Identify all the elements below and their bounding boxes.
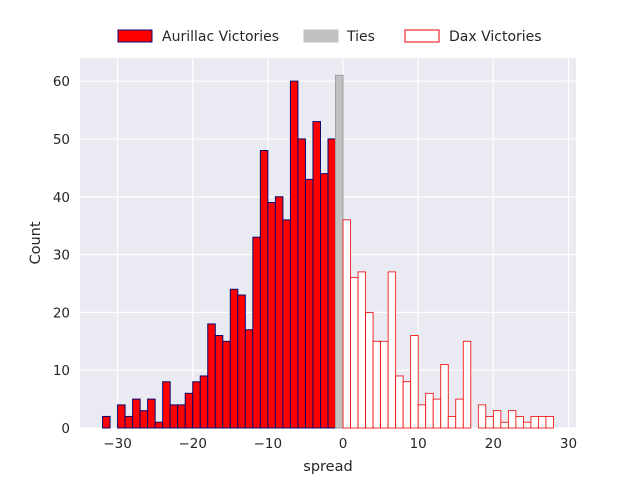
y-tick-label: 50 bbox=[53, 132, 70, 148]
bar-dax bbox=[410, 335, 419, 429]
bar-dax bbox=[387, 271, 397, 429]
bar-aurillac bbox=[222, 340, 231, 429]
y-tick-label: 0 bbox=[61, 421, 70, 437]
bar-aurillac bbox=[252, 236, 261, 429]
bar-dax bbox=[530, 416, 539, 429]
bar-aurillac bbox=[147, 398, 156, 429]
bar-aurillac bbox=[267, 202, 276, 429]
bar-dax bbox=[342, 219, 351, 429]
y-tick-label: 20 bbox=[53, 305, 70, 321]
bar-dax bbox=[545, 416, 554, 429]
bar-aurillac bbox=[162, 381, 171, 429]
bar-aurillac bbox=[319, 173, 329, 429]
bar-aurillac bbox=[312, 121, 321, 429]
y-tick-label: 10 bbox=[53, 363, 70, 379]
bar-aurillac bbox=[327, 138, 337, 429]
x-tick-label: −30 bbox=[103, 436, 132, 452]
bar-dax bbox=[455, 398, 464, 429]
x-tick-label: 10 bbox=[410, 436, 427, 452]
bar-aurillac bbox=[229, 288, 239, 429]
bar-dax bbox=[462, 340, 472, 429]
bar-aurillac bbox=[117, 404, 126, 429]
bar-dax bbox=[417, 404, 427, 429]
bar-ties bbox=[335, 74, 344, 429]
x-axis-label: spread bbox=[303, 459, 352, 475]
bar-aurillac bbox=[154, 421, 164, 429]
ticks: −30 −20 −10 0 10 20 30 0 10 20 30 40 50 60 bbox=[53, 74, 577, 452]
bar-aurillac bbox=[274, 196, 284, 429]
x-tick-label: 0 bbox=[339, 436, 348, 452]
bar-dax bbox=[477, 404, 487, 429]
bar-aurillac bbox=[199, 375, 209, 429]
bar-dax bbox=[507, 410, 517, 429]
x-tick-label: −10 bbox=[254, 436, 283, 452]
x-tick-label: −20 bbox=[178, 436, 207, 452]
bar-dax bbox=[492, 410, 502, 429]
bar-dax bbox=[447, 416, 457, 429]
bar-dax bbox=[372, 340, 382, 429]
legend-label-ties: Ties bbox=[346, 29, 375, 45]
bar-dax bbox=[538, 416, 547, 429]
bar-aurillac bbox=[124, 415, 134, 429]
x-tick-label: 30 bbox=[560, 436, 577, 452]
bar-aurillac bbox=[259, 150, 269, 429]
bar-aurillac bbox=[177, 404, 186, 429]
bar-aurillac bbox=[282, 219, 291, 429]
bar-aurillac bbox=[192, 381, 201, 429]
y-tick-label: 40 bbox=[53, 190, 70, 206]
bar-dax bbox=[425, 392, 434, 429]
bar-aurillac bbox=[244, 329, 254, 429]
bar-dax bbox=[357, 271, 366, 429]
bar-aurillac bbox=[237, 294, 246, 429]
bar-dax bbox=[380, 340, 389, 429]
bar-dax bbox=[515, 416, 524, 429]
y-tick-label: 30 bbox=[53, 248, 70, 264]
bar-dax bbox=[500, 421, 509, 429]
bar-dax bbox=[402, 381, 412, 429]
bar-dax bbox=[365, 311, 374, 429]
bar-aurillac bbox=[207, 323, 216, 429]
bar-dax bbox=[432, 398, 442, 429]
bar-dax bbox=[522, 421, 532, 429]
legend-swatch-ties bbox=[303, 29, 339, 43]
bar-dax bbox=[485, 416, 494, 429]
bar-aurillac bbox=[304, 178, 314, 429]
bar-aurillac bbox=[289, 80, 299, 429]
bar-aurillac bbox=[139, 410, 149, 429]
bar-dax bbox=[440, 364, 449, 429]
bar-aurillac bbox=[184, 392, 194, 429]
bar-aurillac bbox=[102, 415, 111, 429]
bar-aurillac bbox=[132, 398, 141, 429]
bar-dax bbox=[395, 375, 404, 429]
y-axis-label: Count bbox=[28, 221, 44, 264]
legend-label-aurillac: Aurillac Victories bbox=[162, 29, 279, 45]
y-tick-label: 60 bbox=[53, 74, 70, 90]
legend: Aurillac Victories Ties Dax Victories bbox=[117, 29, 542, 45]
legend-swatch-dax bbox=[404, 29, 440, 43]
bars bbox=[102, 74, 554, 429]
bar-dax bbox=[350, 277, 359, 429]
x-tick-label: 20 bbox=[485, 436, 502, 452]
bar-aurillac bbox=[214, 335, 224, 429]
legend-label-dax: Dax Victories bbox=[449, 29, 542, 45]
bar-aurillac bbox=[297, 138, 306, 429]
legend-swatch-aurillac bbox=[117, 29, 153, 43]
bar-aurillac bbox=[169, 404, 179, 429]
